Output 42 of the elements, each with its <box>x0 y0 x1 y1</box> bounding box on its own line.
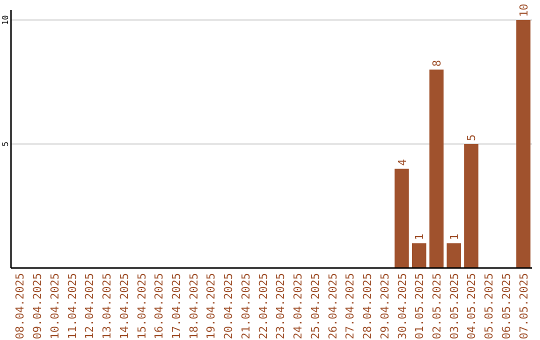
data-label: 1 <box>448 234 461 240</box>
bar <box>446 243 461 268</box>
x-tick-label: 22.04.2025 <box>256 273 270 340</box>
x-tick-label: 30.04.2025 <box>396 273 409 340</box>
x-tick-label: 08.04.2025 <box>14 273 27 340</box>
x-tick-label: 26.04.2025 <box>326 273 340 340</box>
x-tick-label: 21.04.2025 <box>239 273 252 340</box>
x-tick-label: 07.05.2025 <box>517 273 530 340</box>
x-tick-label: 10.04.2025 <box>48 273 62 340</box>
bar <box>516 20 530 268</box>
x-tick-label: 20.04.2025 <box>222 273 236 340</box>
data-label: 10 <box>517 4 530 17</box>
x-tick-label: 15.04.2025 <box>135 273 148 340</box>
x-tick-label: 16.04.2025 <box>152 273 166 340</box>
x-tick-label: 24.04.2025 <box>292 273 305 340</box>
x-tick-label: 09.04.2025 <box>31 273 44 340</box>
x-tick-label: 05.05.2025 <box>482 273 496 340</box>
x-tick-label: 25.04.2025 <box>308 273 322 340</box>
bar <box>464 144 478 268</box>
bar <box>394 168 409 268</box>
bar <box>429 70 444 268</box>
x-tick-label: 13.04.2025 <box>100 273 114 340</box>
x-tick-label: 14.04.2025 <box>118 273 131 340</box>
x-tick-label: 29.04.2025 <box>378 273 392 340</box>
data-label: 4 <box>396 158 409 166</box>
data-label: 8 <box>430 60 444 67</box>
x-tick-label: 27.04.2025 <box>344 273 357 340</box>
x-tick-label: 23.04.2025 <box>274 273 288 340</box>
data-label: 5 <box>465 134 478 141</box>
bar <box>412 243 426 268</box>
data-label: 1 <box>413 234 426 240</box>
x-tick-label: 04.05.2025 <box>465 273 478 340</box>
x-tick-label: 18.04.2025 <box>187 273 200 340</box>
x-tick-label: 02.05.2025 <box>430 273 444 340</box>
x-tick-label: 19.04.2025 <box>204 273 218 340</box>
x-tick-label: 06.05.2025 <box>500 273 513 340</box>
x-tick-label: 12.04.2025 <box>83 273 96 340</box>
x-tick-label: 01.05.2025 <box>413 273 426 340</box>
x-tick-label: 11.04.2025 <box>66 273 79 340</box>
x-tick-label: 17.04.2025 <box>170 273 183 340</box>
x-tick-label: 28.04.2025 <box>361 273 374 340</box>
x-tick-label: 03.05.2025 <box>448 273 461 340</box>
